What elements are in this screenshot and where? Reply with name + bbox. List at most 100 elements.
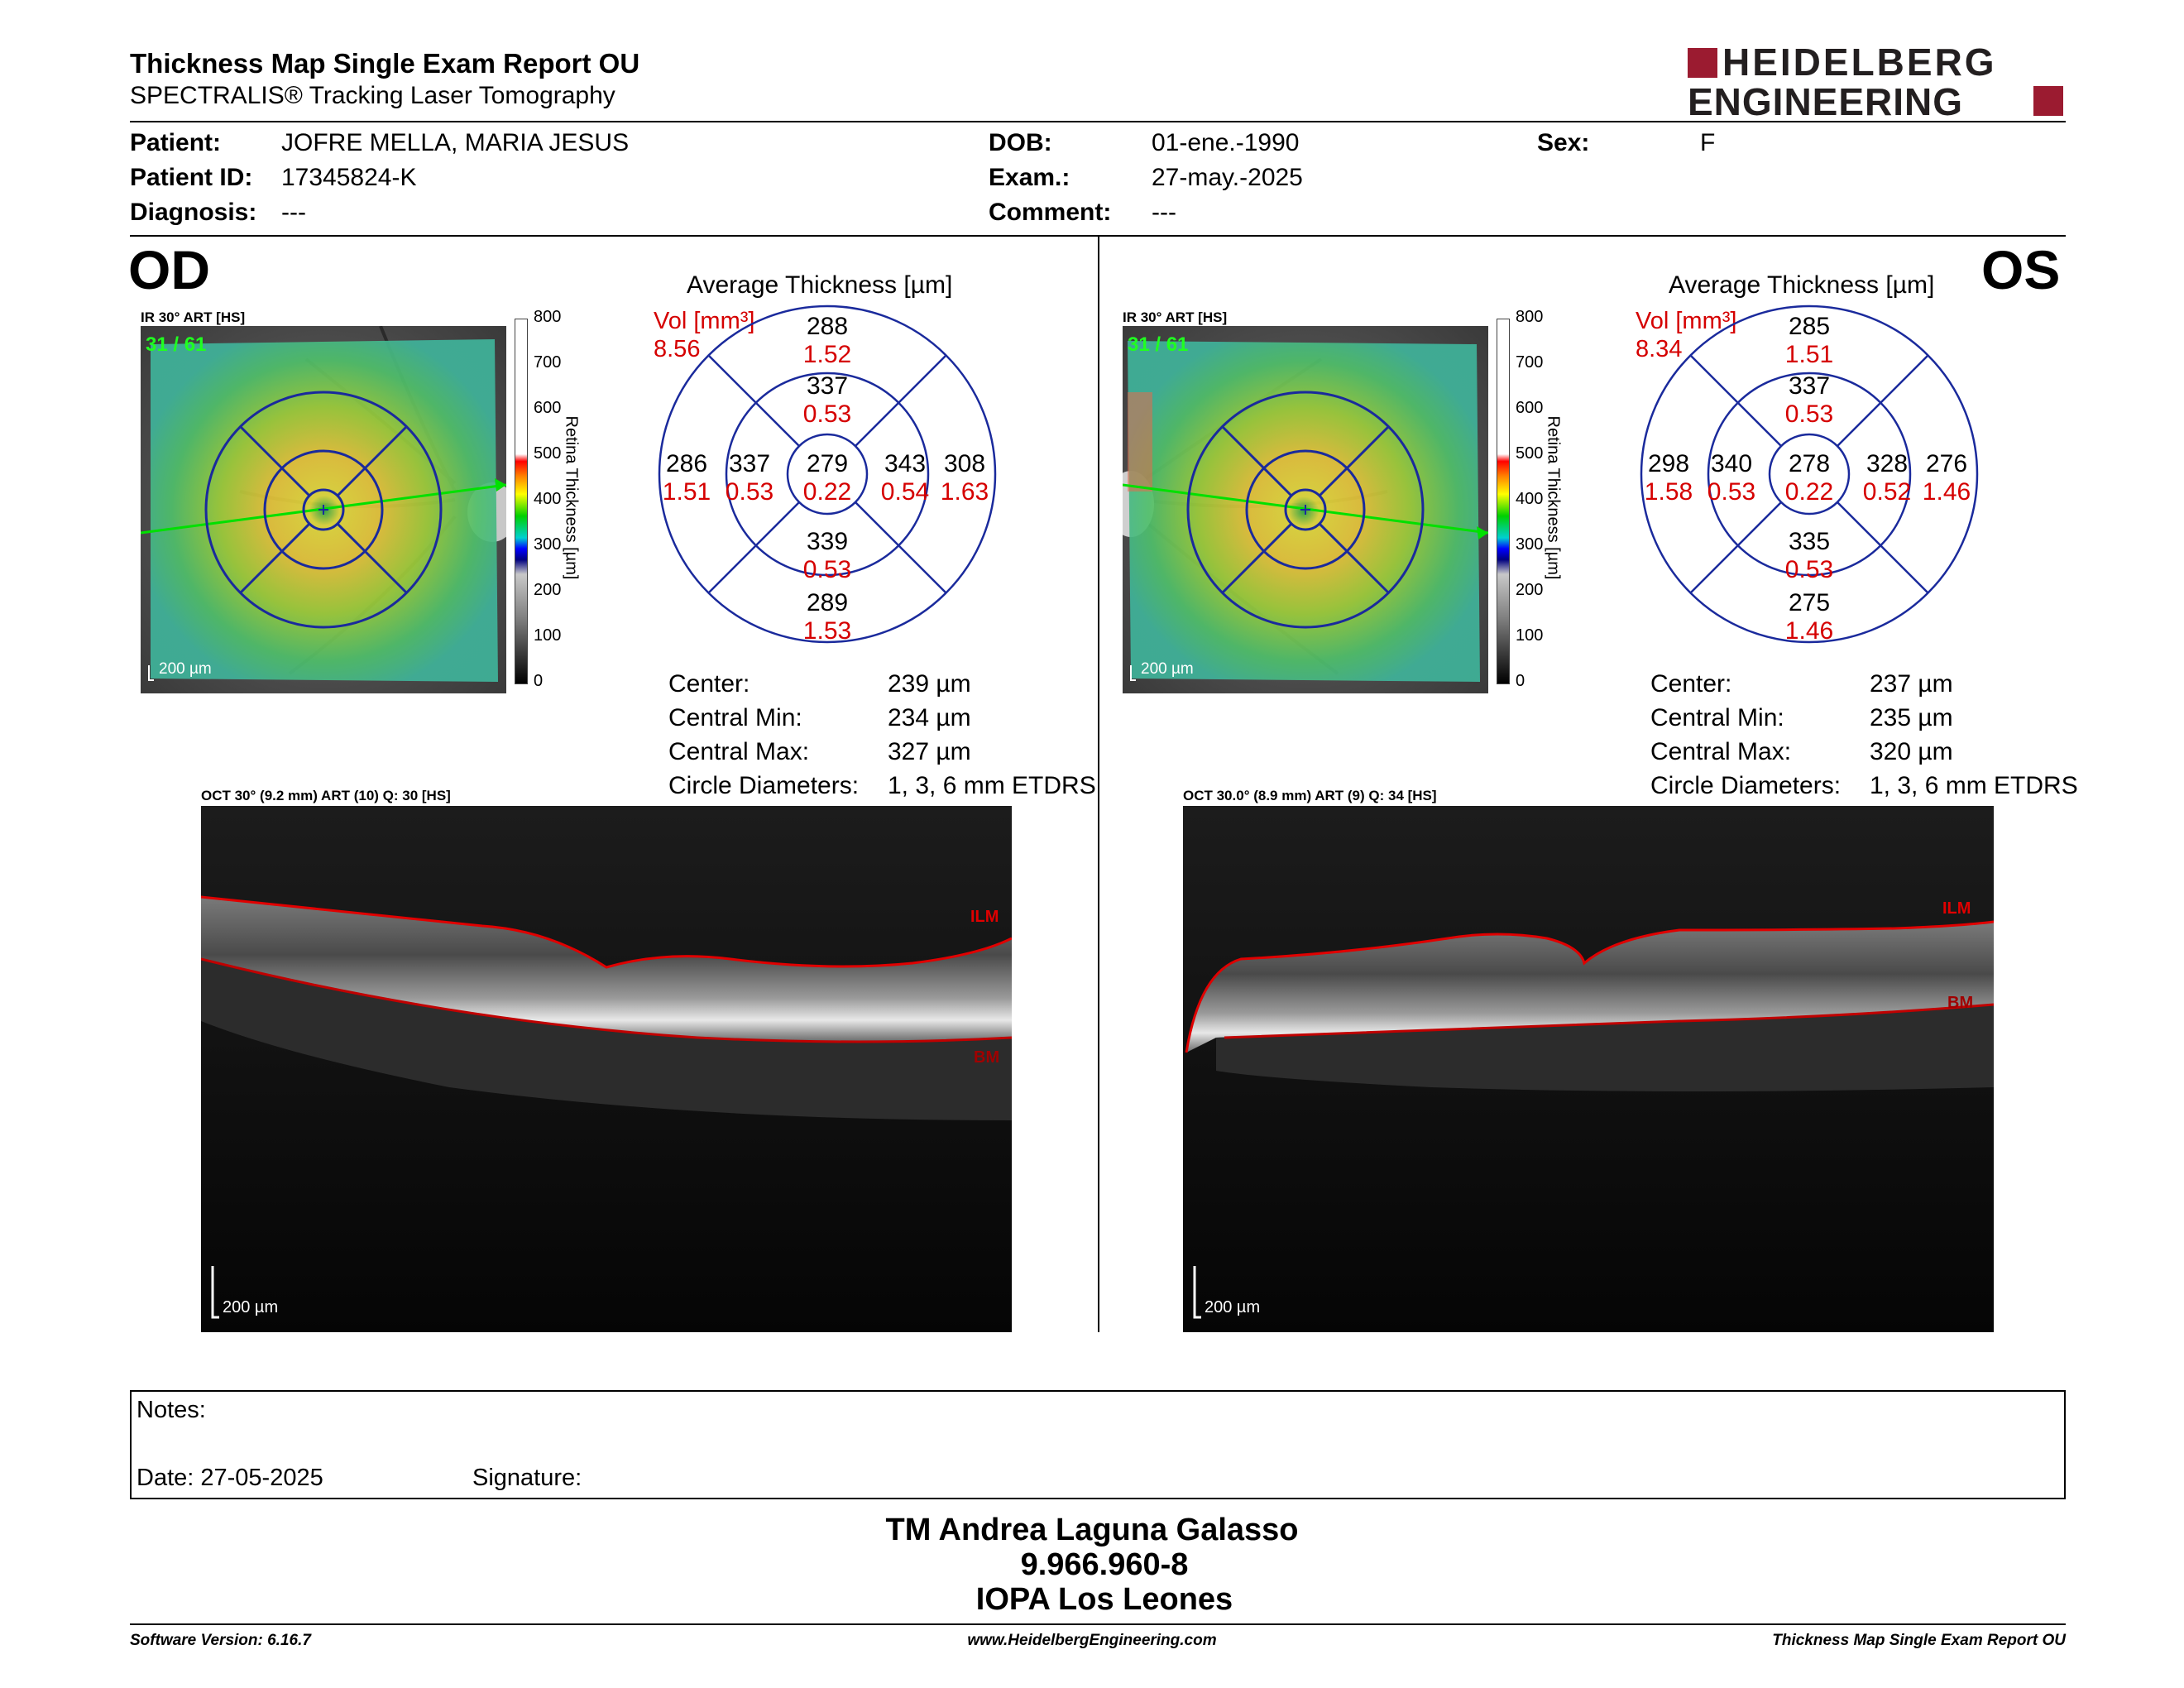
- os-outer-left-vol: 1.58: [1644, 478, 1693, 506]
- os-inner-bottom: 335: [1788, 528, 1831, 555]
- os-tick: 500: [1516, 444, 1544, 463]
- os-eye-label: OS: [1981, 239, 2061, 300]
- od-etdrs-grid: [658, 305, 997, 644]
- os-scan-counter: 31 / 61: [1128, 333, 1188, 356]
- os-center: 278: [1788, 450, 1831, 477]
- os-outer-bottom-vol: 1.46: [1784, 617, 1834, 645]
- os-center-label: Center:: [1650, 670, 1732, 698]
- os-cmax-value: 320 µm: [1870, 738, 1953, 765]
- os-oct-scale: 200 µm: [1205, 1298, 1260, 1316]
- notes-box: Notes: Date: 27-05-2025 Signature:: [130, 1390, 2066, 1499]
- od-inner-top-vol: 0.53: [802, 400, 852, 428]
- os-fundus-caption: IR 30° ART [HS]: [1123, 309, 1228, 325]
- od-bm-label: BM: [974, 1048, 999, 1067]
- notes-label: Notes:: [136, 1397, 206, 1423]
- os-inner-right: 328: [1866, 450, 1909, 477]
- signature-label[interactable]: Signature:: [472, 1465, 582, 1491]
- od-inner-left-vol: 0.53: [725, 478, 774, 506]
- dob-value: 01-ene.-1990: [1152, 129, 1300, 156]
- diagnosis-value: ---: [281, 199, 306, 226]
- od-circ-value: 1, 3, 6 mm ETDRS: [888, 772, 1096, 799]
- os-tick: 300: [1516, 535, 1544, 554]
- comment-value: ---: [1152, 199, 1176, 226]
- patient-label: Patient:: [130, 129, 222, 156]
- os-fundus-image: 31 / 61 200 µm: [1123, 326, 1488, 693]
- logo-text-bottom: ENGINEERING: [1688, 80, 1964, 123]
- os-cmin-value: 235 µm: [1870, 704, 1953, 731]
- od-center-value: 239 µm: [888, 670, 971, 698]
- os-inner-left-vol: 0.53: [1707, 478, 1756, 506]
- os-tick: 400: [1516, 490, 1544, 508]
- signatory-org: IOPA Los Leones: [975, 1582, 1233, 1617]
- os-oct-caption: OCT 30.0° (8.9 mm) ART (9) Q: 34 [HS]: [1183, 788, 1437, 803]
- os-vol-value: 8.34: [1636, 336, 1683, 362]
- od-inner-top: 337: [806, 372, 849, 400]
- diagnosis-label: Diagnosis:: [130, 199, 257, 226]
- od-outer-right-vol: 1.63: [940, 478, 989, 506]
- os-inner-right-vol: 0.52: [1862, 478, 1912, 506]
- od-tick: 700: [534, 353, 562, 372]
- od-fundus-image: 31 / 61 200 µm: [141, 326, 506, 693]
- od-cmin-label: Central Min:: [668, 704, 802, 731]
- logo-text-top: HEIDELBERG: [1722, 41, 1997, 84]
- exam-value: 27-may.-2025: [1152, 164, 1303, 191]
- patient-id-value: 17345824-K: [281, 164, 417, 191]
- od-tick: 400: [534, 490, 562, 508]
- od-inner-bottom: 339: [806, 528, 849, 555]
- od-outer-top: 288: [806, 313, 849, 340]
- os-inner-left: 340: [1710, 450, 1753, 477]
- os-oct-bscan: ILM BM 200 µm: [1183, 806, 1994, 1332]
- od-tick: 800: [534, 308, 562, 326]
- od-oct-scale: 200 µm: [223, 1298, 278, 1316]
- od-tick: 600: [534, 399, 562, 417]
- signatory-name: TM Andrea Laguna Galasso: [885, 1513, 1299, 1547]
- report-subtitle: SPECTRALIS® Tracking Laser Tomography: [130, 82, 615, 109]
- od-inner-bottom-vol: 0.53: [802, 556, 852, 583]
- os-outer-bottom: 275: [1788, 589, 1831, 616]
- od-outer-left-vol: 1.51: [662, 478, 711, 506]
- od-center: 279: [806, 450, 849, 477]
- od-eye-label: OD: [128, 239, 210, 300]
- patient-id-label: Patient ID:: [130, 164, 253, 191]
- od-tick: 500: [534, 444, 562, 463]
- od-cmax-value: 327 µm: [888, 738, 971, 765]
- od-scan-counter: 31 / 61: [146, 333, 206, 356]
- od-cmax-label: Central Max:: [668, 738, 810, 765]
- os-colorbar-label: Retina Thickness [µm]: [1544, 415, 1563, 580]
- os-etdrs-grid: [1640, 305, 1979, 644]
- od-fundus-caption: IR 30° ART [HS]: [141, 309, 246, 325]
- patient-name: JOFRE MELLA, MARIA JESUS: [281, 129, 630, 156]
- os-inner-bottom-vol: 0.53: [1784, 556, 1834, 583]
- patient-divider: [130, 235, 2066, 237]
- od-outer-bottom: 289: [806, 589, 849, 616]
- od-outer-right: 308: [943, 450, 986, 477]
- os-cmin-label: Central Min:: [1650, 704, 1784, 731]
- os-center-vol: 0.22: [1784, 478, 1834, 506]
- od-oct-bscan: ILM BM 200 µm: [201, 806, 1012, 1332]
- od-tick: 100: [534, 626, 562, 645]
- report-title: Thickness Map Single Exam Report OU: [130, 48, 640, 79]
- dob-label: DOB:: [989, 129, 1052, 156]
- os-outer-right-vol: 1.46: [1922, 478, 1971, 506]
- website-link[interactable]: www.HeidelbergEngineering.com: [967, 1632, 1217, 1649]
- footer-divider: [130, 1623, 2066, 1625]
- od-outer-left: 286: [665, 450, 708, 477]
- od-vol-value: 8.56: [654, 336, 701, 362]
- od-colorbar-label: Retina Thickness [µm]: [562, 415, 581, 580]
- os-tick: 200: [1516, 581, 1544, 599]
- od-outer-bottom-vol: 1.53: [802, 617, 852, 645]
- od-circ-label: Circle Diameters:: [668, 772, 860, 799]
- od-center-label: Center:: [668, 670, 750, 698]
- os-outer-right: 276: [1925, 450, 1968, 477]
- od-cmin-value: 234 µm: [888, 704, 971, 731]
- od-tick: 300: [534, 535, 562, 554]
- os-tick: 100: [1516, 626, 1544, 645]
- os-center-value: 237 µm: [1870, 670, 1953, 698]
- sex-value: F: [1700, 129, 1716, 156]
- os-fundus-scale: 200 µm: [1141, 660, 1194, 678]
- os-circ-label: Circle Diameters:: [1650, 772, 1842, 799]
- os-cmax-label: Central Max:: [1650, 738, 1792, 765]
- os-inner-top-vol: 0.53: [1784, 400, 1834, 428]
- software-version: Software Version: 6.16.7: [130, 1632, 311, 1649]
- od-inner-right: 343: [884, 450, 927, 477]
